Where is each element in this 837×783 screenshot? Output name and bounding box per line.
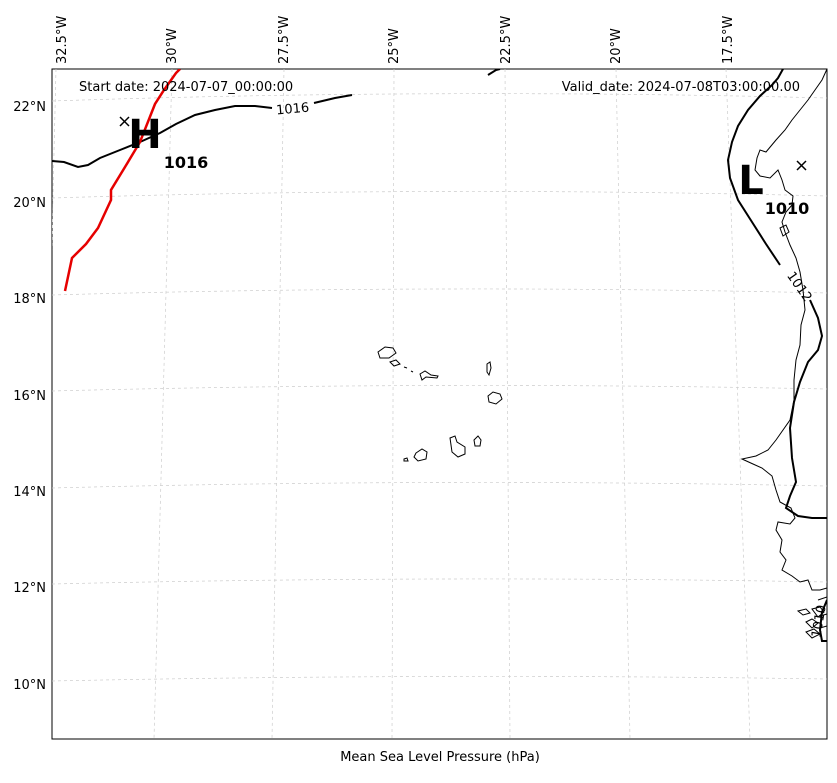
lon-label-20w: 20°W xyxy=(609,28,624,64)
bijagos-islet-1 xyxy=(796,608,811,616)
island-santiago xyxy=(449,435,466,458)
high-pressure-value: 1016 xyxy=(164,153,209,172)
isobar-1012-south xyxy=(784,299,827,519)
island-islet xyxy=(410,370,414,373)
isobar-1016-west xyxy=(52,105,273,169)
lat-label-22n: 22°N xyxy=(13,100,46,115)
start-date-label: Start date: 2024-07-07_00:00:00 xyxy=(79,80,293,95)
island-sao-nicolau xyxy=(419,370,439,381)
valid-date-label: Valid_date: 2024-07-08T03:00:00.00 xyxy=(562,80,800,95)
isobars xyxy=(52,69,827,642)
island-santa-luzia xyxy=(403,366,408,369)
lat-label-14n: 14°N xyxy=(13,485,46,500)
island-santo-antao xyxy=(377,346,397,359)
isobar-1010 xyxy=(818,599,827,642)
x-axis-label: Mean Sea Level Pressure (hPa) xyxy=(340,750,540,765)
lon-label-25w: 25°W xyxy=(387,28,402,64)
map-frame xyxy=(51,68,828,740)
island-maio xyxy=(473,435,482,447)
lat-label-16n: 16°N xyxy=(13,389,46,404)
longitude-gridlines xyxy=(52,69,751,739)
isobar-1016-top xyxy=(487,69,501,76)
high-pressure-letter: H xyxy=(128,112,161,158)
bijagos-islet-2 xyxy=(811,606,825,618)
latitude-labels: 22°N 20°N 18°N 16°N 14°N 12°N 10°N xyxy=(13,100,46,693)
lat-label-10n: 10°N xyxy=(13,678,46,693)
storm-track xyxy=(63,69,181,292)
lon-label-17-5w: 17.5°W xyxy=(721,16,736,64)
isobar-label-1016: 1016 xyxy=(276,101,310,119)
cape-verde-islands xyxy=(377,346,503,462)
lon-label-32-5w: 32.5°W xyxy=(55,16,70,64)
lat-label-20n: 20°N xyxy=(13,196,46,211)
island-brava xyxy=(403,457,409,462)
island-boa-vista xyxy=(487,391,503,405)
isobar-1016-east xyxy=(313,94,353,104)
coast-islet xyxy=(779,224,790,237)
bijagos-islet-3 xyxy=(805,618,819,629)
island-sao-vicente xyxy=(389,359,401,367)
isobar-label-1010: 1010 xyxy=(809,604,830,639)
lon-label-30w: 30°W xyxy=(165,28,180,64)
island-fogo xyxy=(413,448,428,462)
island-sal xyxy=(486,361,492,377)
latitude-gridlines xyxy=(52,93,827,682)
lat-label-12n: 12°N xyxy=(13,581,46,596)
low-pressure-value: 1010 xyxy=(765,199,810,218)
low-center-marker xyxy=(796,160,807,171)
center-markers xyxy=(119,116,807,171)
lat-label-18n: 18°N xyxy=(13,292,46,307)
african-coastline xyxy=(740,69,827,639)
lon-label-27-5w: 27.5°W xyxy=(277,16,292,64)
high-center-marker xyxy=(119,116,130,127)
low-pressure-letter: L xyxy=(738,158,764,204)
lon-label-22-5w: 22.5°W xyxy=(499,16,514,64)
isobar-1012-north xyxy=(726,69,784,266)
longitude-labels: 32.5°W 30°W 27.5°W 25°W 22.5°W 20°W 17.5… xyxy=(55,16,736,64)
